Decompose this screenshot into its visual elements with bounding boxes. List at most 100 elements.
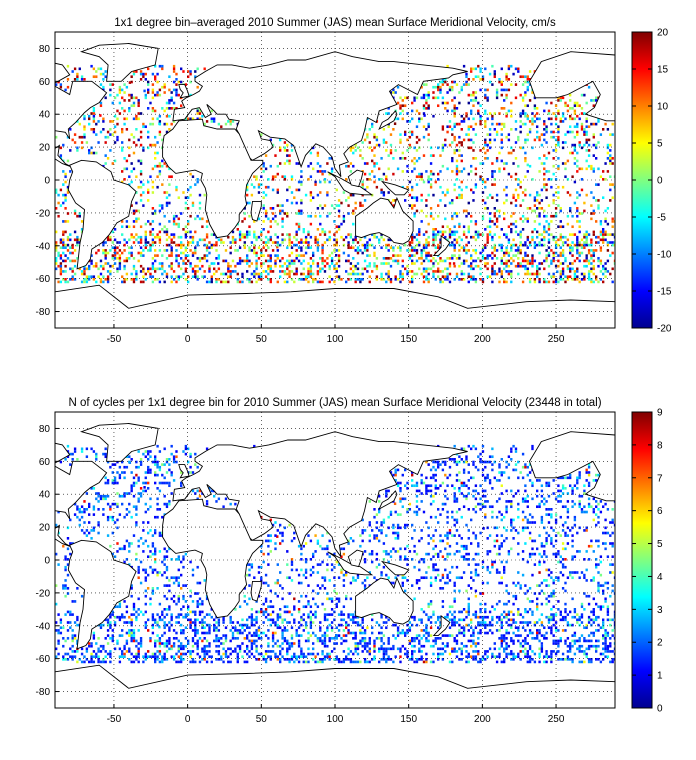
bin-cell: [561, 112, 565, 115]
bin-cell: [493, 70, 496, 73]
bin-cell: [66, 547, 70, 551]
bin-cell: [295, 272, 298, 276]
bin-cell: [109, 508, 112, 511]
bin-cell: [470, 476, 473, 480]
bin-cell: [375, 526, 379, 530]
bin-cell: [99, 494, 103, 498]
bin-cell: [455, 83, 459, 86]
bin-cell: [139, 185, 143, 189]
bin-cell: [434, 484, 437, 488]
bin-cell: [571, 262, 574, 265]
bin-cell: [528, 78, 532, 81]
bin-cell: [503, 571, 506, 574]
bin-cell: [345, 280, 348, 284]
bin-cell: [470, 138, 473, 142]
bin-cell: [505, 529, 508, 532]
bin-cell: [505, 96, 508, 100]
bin-cell: [142, 529, 145, 532]
bin-cell: [111, 133, 114, 136]
bin-cell: [227, 262, 230, 265]
bin-cell: [123, 465, 126, 469]
bin-cell: [458, 154, 461, 157]
bin-cell: [413, 204, 416, 207]
bin-cell: [488, 233, 492, 236]
bin-cell: [210, 109, 213, 113]
bin-cell: [137, 235, 140, 239]
bin-cell: [420, 473, 423, 477]
bin-cell: [187, 460, 190, 464]
bin-cell: [128, 183, 131, 186]
bin-cell: [196, 178, 199, 181]
bin-cell: [573, 571, 577, 574]
bin-cell: [561, 272, 565, 276]
bin-cell: [243, 207, 246, 210]
bin-cell: [279, 212, 282, 215]
bin-cell: [583, 529, 586, 532]
bin-cell: [486, 233, 489, 236]
bin-cell: [137, 209, 140, 213]
bin-cell: [118, 473, 122, 477]
bin-cell: [90, 529, 93, 532]
bin-cell: [267, 552, 270, 556]
bin-cell: [187, 241, 190, 244]
bin-cell: [316, 246, 320, 250]
bin-cell: [510, 458, 513, 461]
bin-cell: [163, 91, 166, 94]
bin-cell: [418, 233, 421, 236]
bin-cell: [587, 125, 591, 129]
bin-cell: [326, 552, 329, 556]
bin-cell: [161, 560, 164, 564]
bin-cell: [498, 280, 501, 284]
bin-cell: [189, 264, 192, 268]
bin-cell: [547, 246, 551, 250]
bin-cell: [606, 128, 610, 131]
bin-cell: [491, 565, 494, 569]
bin-cell: [177, 568, 180, 572]
bin-cell: [552, 479, 555, 482]
bin-cell: [347, 246, 350, 250]
bin-cell: [467, 444, 470, 448]
bin-cell: [111, 531, 114, 535]
bin-cell: [432, 85, 435, 89]
bin-cell: [455, 521, 459, 524]
bin-cell: [543, 138, 546, 142]
bin-cell: [602, 241, 605, 244]
bin-cell: [95, 122, 98, 126]
bin-cell: [585, 243, 588, 247]
bin-cell: [345, 199, 348, 202]
bin-cell: [121, 460, 124, 464]
bin-cell: [611, 217, 614, 221]
bin-cell: [474, 259, 478, 263]
coastline-borneo: [347, 169, 364, 188]
bin-cell: [547, 521, 551, 524]
bin-cell: [85, 447, 89, 451]
bin-cell: [394, 576, 397, 580]
bin-cell: [491, 251, 494, 255]
bin-cell: [458, 249, 461, 252]
bin-cell: [371, 149, 374, 152]
bin-cell: [375, 162, 379, 165]
bin-cell: [151, 267, 155, 271]
bin-cell: [154, 212, 157, 215]
bin-cell: [352, 539, 355, 543]
colorbar-tick-label: -5: [657, 213, 666, 224]
bin-cell: [411, 246, 414, 250]
bin-cell: [413, 214, 416, 218]
bin-cell: [309, 558, 313, 561]
bin-cell: [392, 128, 395, 131]
bin-cell: [279, 571, 282, 574]
bin-cell: [526, 114, 529, 118]
bin-cell: [561, 249, 565, 252]
bin-cell: [510, 521, 513, 524]
bin-cell: [576, 531, 579, 535]
bin-cell: [286, 246, 289, 250]
bin-cell: [290, 246, 294, 250]
bin-cell: [427, 91, 430, 94]
bin-cell: [538, 502, 541, 506]
bin-cell: [540, 500, 544, 503]
bin-cell: [165, 228, 169, 231]
bin-cell: [437, 275, 440, 279]
bin-cell: [519, 204, 522, 207]
bin-cell: [149, 565, 152, 569]
bin-cell: [578, 471, 581, 474]
